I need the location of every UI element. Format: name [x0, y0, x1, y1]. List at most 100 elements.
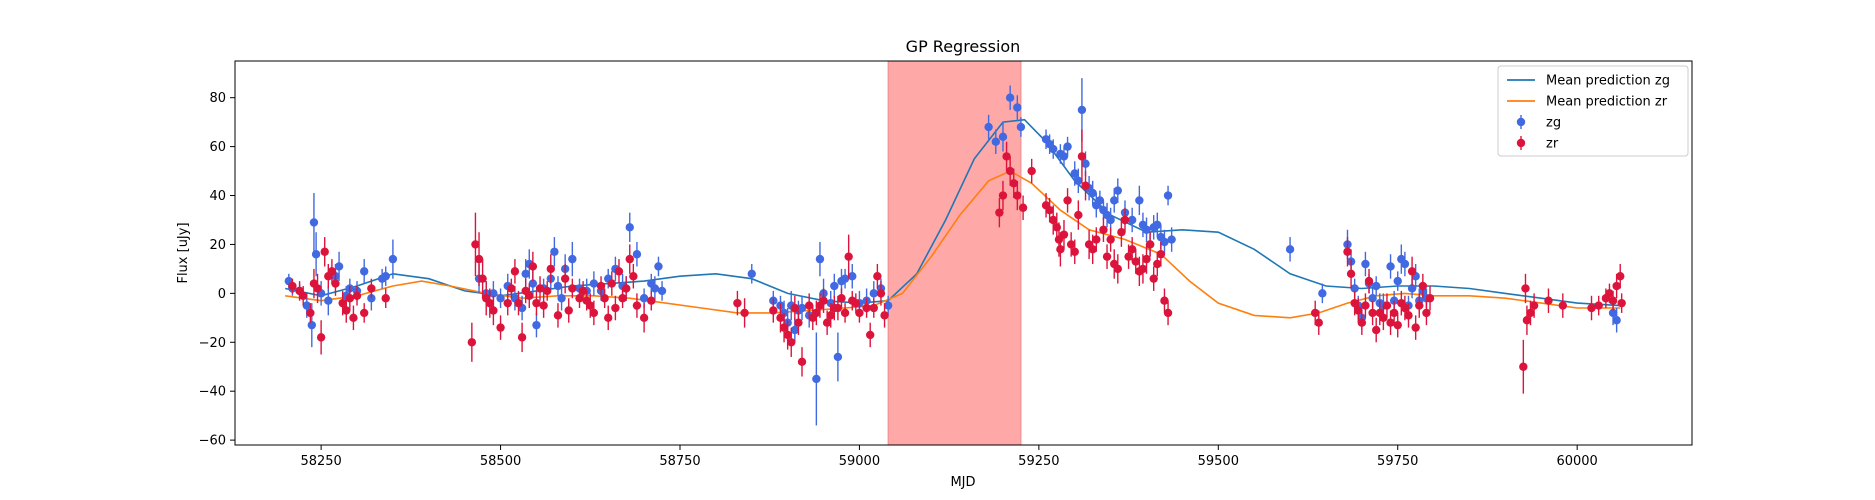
data-point-zg	[589, 279, 599, 288]
data-point-zr	[862, 303, 871, 313]
data-point-zr	[1145, 240, 1155, 249]
legend-item-zr: zr	[1516, 136, 1559, 152]
data-point-zr	[804, 301, 814, 310]
legend-marker-swatch	[1516, 117, 1526, 127]
data-point-zr	[320, 247, 329, 256]
data-point-zr	[1558, 301, 1568, 310]
data-point-zr	[1382, 301, 1392, 310]
data-point-zg	[1049, 144, 1058, 154]
data-point-zr	[1099, 225, 1108, 234]
legend-marker-swatch	[1516, 138, 1526, 148]
data-point-zg	[632, 250, 642, 259]
x-tick-label: 59750	[1377, 454, 1418, 469]
data-point-zr	[1163, 308, 1173, 318]
data-point-zg	[1074, 176, 1083, 186]
data-point-zg	[991, 137, 1000, 146]
data-point-zr	[1354, 306, 1363, 315]
data-point-zr	[532, 298, 541, 308]
data-point-zg	[650, 284, 660, 293]
data-point-zg	[568, 254, 577, 264]
data-point-zr	[525, 291, 534, 301]
data-point-zg	[1368, 294, 1377, 303]
data-point-zr	[790, 303, 800, 313]
data-point-zr	[1142, 254, 1151, 264]
legend-box	[1497, 65, 1689, 157]
data-point-zr	[855, 308, 864, 318]
data-point-zr	[1605, 289, 1614, 298]
y-axis-label: Flux [uJy]	[176, 222, 191, 283]
data-point-zr	[1153, 259, 1162, 269]
data-point-zr	[510, 267, 520, 276]
data-point-zg	[521, 269, 530, 278]
data-point-zr	[837, 294, 846, 303]
legend-item-mean-prediction-zg: Mean prediction zg	[1507, 74, 1670, 89]
data-point-zg	[797, 303, 807, 313]
data-point-zg	[790, 325, 800, 335]
data-point-zg	[883, 301, 893, 310]
data-point-zg	[657, 286, 667, 296]
data-point-zr	[1522, 316, 1532, 325]
data-point-zr	[467, 338, 477, 347]
data-point-zr	[1088, 245, 1097, 254]
data-point-zr	[1357, 318, 1367, 327]
data-point-zg	[830, 281, 839, 291]
data-point-zr	[629, 272, 638, 281]
data-point-zr	[611, 303, 620, 313]
data-point-zg	[489, 289, 498, 298]
legend-label: zg	[1546, 116, 1561, 131]
x-tick-label: 58750	[659, 454, 700, 469]
data-point-zg	[388, 254, 398, 264]
data-point-zg	[1400, 259, 1410, 269]
data-point-zr	[1049, 215, 1058, 225]
data-point-zg	[1106, 215, 1115, 225]
data-point-zg	[1371, 281, 1381, 291]
data-point-zg	[532, 320, 541, 330]
data-point-zg	[557, 294, 566, 303]
data-point-zr	[1393, 320, 1402, 330]
data-point-zg	[833, 352, 843, 362]
data-point-zr	[783, 330, 792, 340]
data-point-zg	[1608, 308, 1618, 318]
y-tick-label: −20	[199, 336, 226, 351]
data-point-zr	[327, 267, 337, 276]
data-point-zr	[1056, 245, 1065, 254]
data-point-zr	[1529, 301, 1539, 310]
data-point-zg	[1407, 284, 1417, 293]
data-point-zg	[1361, 259, 1370, 269]
data-point-zg	[334, 262, 344, 271]
data-point-zg	[1612, 316, 1621, 325]
data-point-zr	[1045, 205, 1054, 215]
data-point-zg	[747, 269, 756, 278]
data-point-zg	[654, 262, 663, 271]
data-point-zr	[1594, 301, 1603, 310]
data-point-zr	[560, 274, 570, 283]
data-point-zr	[543, 286, 552, 296]
data-point-zr	[1052, 223, 1062, 232]
data-point-zr	[1092, 235, 1101, 244]
data-point-zr	[1070, 247, 1079, 256]
data-point-zr	[1066, 240, 1076, 249]
data-point-zr	[1617, 298, 1626, 308]
legend-label: zr	[1546, 137, 1559, 152]
data-point-zg	[840, 274, 850, 283]
data-point-zr	[618, 294, 627, 303]
data-point-zg	[1077, 105, 1087, 115]
data-point-zr	[833, 303, 843, 313]
data-point-zg	[359, 267, 369, 276]
data-point-zg	[1135, 196, 1144, 205]
data-point-zr	[517, 333, 527, 342]
data-point-zr	[787, 338, 796, 347]
data-point-zr	[546, 264, 556, 274]
data-point-zr	[779, 323, 789, 332]
data-point-zr	[1310, 308, 1320, 318]
data-point-zr	[1018, 203, 1028, 212]
data-point-zr	[1587, 303, 1596, 313]
y-tick-label: −40	[199, 385, 226, 400]
x-tick-label: 60000	[1556, 454, 1597, 469]
x-tick-label: 58250	[300, 454, 341, 469]
data-point-zr	[1124, 252, 1133, 261]
data-point-zr	[578, 286, 588, 296]
data-point-zr	[869, 303, 878, 313]
data-point-zr	[596, 281, 606, 291]
data-point-zr	[776, 313, 785, 323]
